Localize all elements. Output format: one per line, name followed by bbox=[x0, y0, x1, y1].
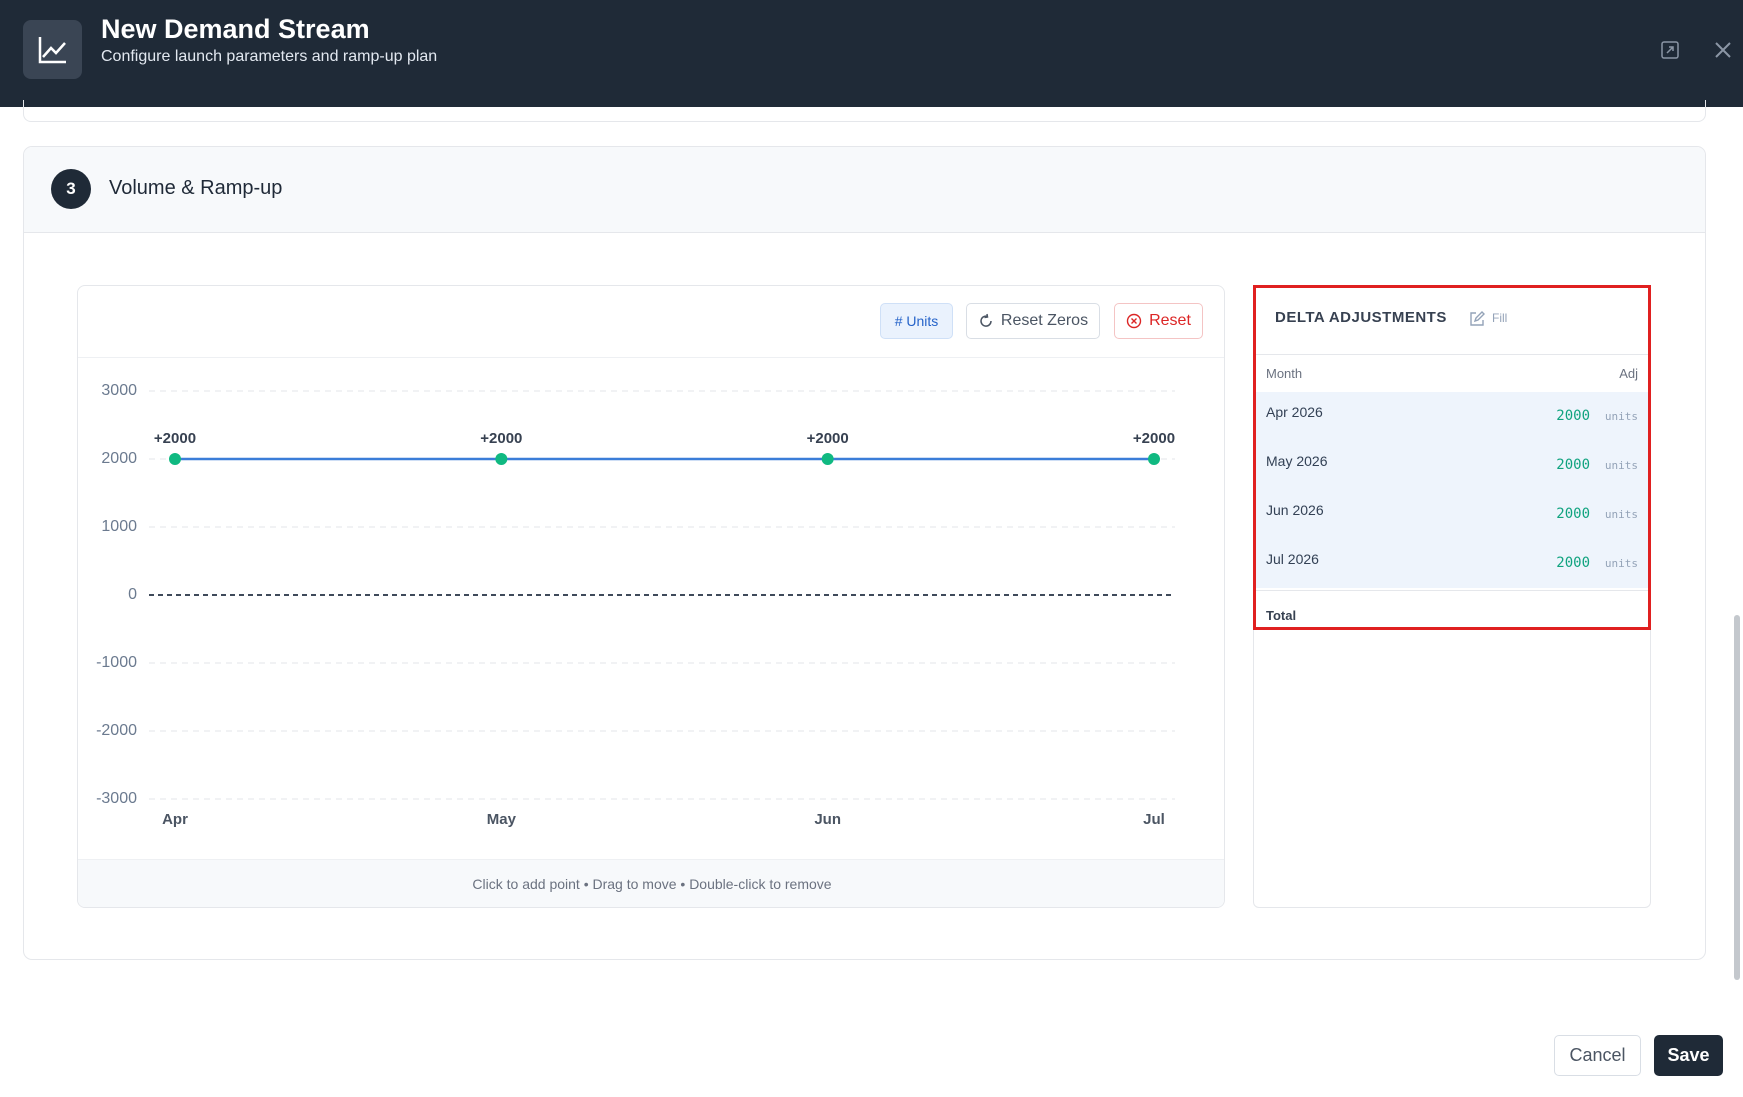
hint: Click to add point • Drag to move • Doub… bbox=[472, 876, 832, 892]
delta-row: Jul 2026 2000 units bbox=[1256, 539, 1648, 588]
subtitle: Configure launch parameters and ramp-up … bbox=[101, 48, 438, 65]
step-number: 3 bbox=[51, 169, 91, 209]
delta-row: May 2026 2000 units bbox=[1256, 441, 1648, 490]
adj-unit: units bbox=[1604, 410, 1638, 423]
total-label: Total bbox=[1266, 608, 1297, 623]
adj-unit: units bbox=[1604, 557, 1638, 570]
delta-row: Apr 2026 2000 units bbox=[1256, 392, 1648, 441]
cancel-button[interactable]: Cancel bbox=[1554, 1035, 1641, 1076]
adj-unit: units bbox=[1604, 459, 1638, 472]
section-header bbox=[24, 147, 1705, 233]
scrollbar bbox=[1734, 110, 1740, 980]
label: # Units bbox=[894, 313, 939, 329]
delta-title: DELTA ADJUSTMENTS bbox=[1275, 309, 1447, 326]
icon bbox=[980, 313, 992, 327]
save-button[interactable]: Save bbox=[1654, 1035, 1723, 1076]
reset-button[interactable]: Reset bbox=[1114, 303, 1203, 339]
divider bbox=[78, 357, 1224, 358]
section-card: 3 Volume & Ramp-up bbox=[23, 146, 1706, 960]
adj-value: 2000 bbox=[1556, 506, 1590, 522]
hint-bar bbox=[78, 859, 1224, 907]
divider bbox=[1256, 590, 1648, 591]
reset-zeros-button[interactable]: Reset Zeros bbox=[966, 303, 1100, 339]
month: May 2026 bbox=[1266, 453, 1328, 469]
chart-card: Click to add point • Drag to move • Doub… bbox=[77, 285, 1225, 908]
adj-value: 2000 bbox=[1556, 457, 1590, 473]
month: Apr 2026 bbox=[1266, 404, 1323, 420]
highlight-box bbox=[1253, 285, 1651, 630]
section-title: Volume & Ramp-up bbox=[109, 177, 283, 199]
previous-card bbox=[23, 100, 1706, 122]
icon bbox=[38, 37, 66, 64]
month: Jul 2026 bbox=[1266, 551, 1319, 567]
close-button[interactable] bbox=[1713, 40, 1733, 60]
fill-button[interactable]: Fill bbox=[1492, 311, 1508, 325]
adj-value: 2000 bbox=[1556, 555, 1590, 571]
month: Jun 2026 bbox=[1266, 502, 1324, 518]
adj-value: 2000 bbox=[1556, 408, 1590, 424]
fill-icon bbox=[1470, 311, 1485, 326]
app-icon bbox=[23, 20, 82, 79]
label: Reset bbox=[1149, 312, 1191, 329]
delta-row: Jun 2026 2000 units bbox=[1256, 490, 1648, 539]
units-toggle[interactable]: # Units bbox=[880, 303, 953, 339]
adj-unit: units bbox=[1604, 508, 1638, 521]
label: Reset Zeros bbox=[1000, 312, 1089, 329]
icon bbox=[1126, 313, 1142, 329]
column-header: Adj bbox=[1619, 366, 1638, 381]
divider bbox=[1256, 354, 1648, 355]
header: New Demand Stream Configure launch param… bbox=[0, 0, 1743, 107]
title: New Demand Stream bbox=[101, 14, 370, 44]
expand-button[interactable] bbox=[1660, 40, 1680, 60]
label: Cancel bbox=[1569, 1045, 1626, 1065]
column-header: Month bbox=[1266, 366, 1303, 381]
label: Save bbox=[1667, 1045, 1710, 1065]
